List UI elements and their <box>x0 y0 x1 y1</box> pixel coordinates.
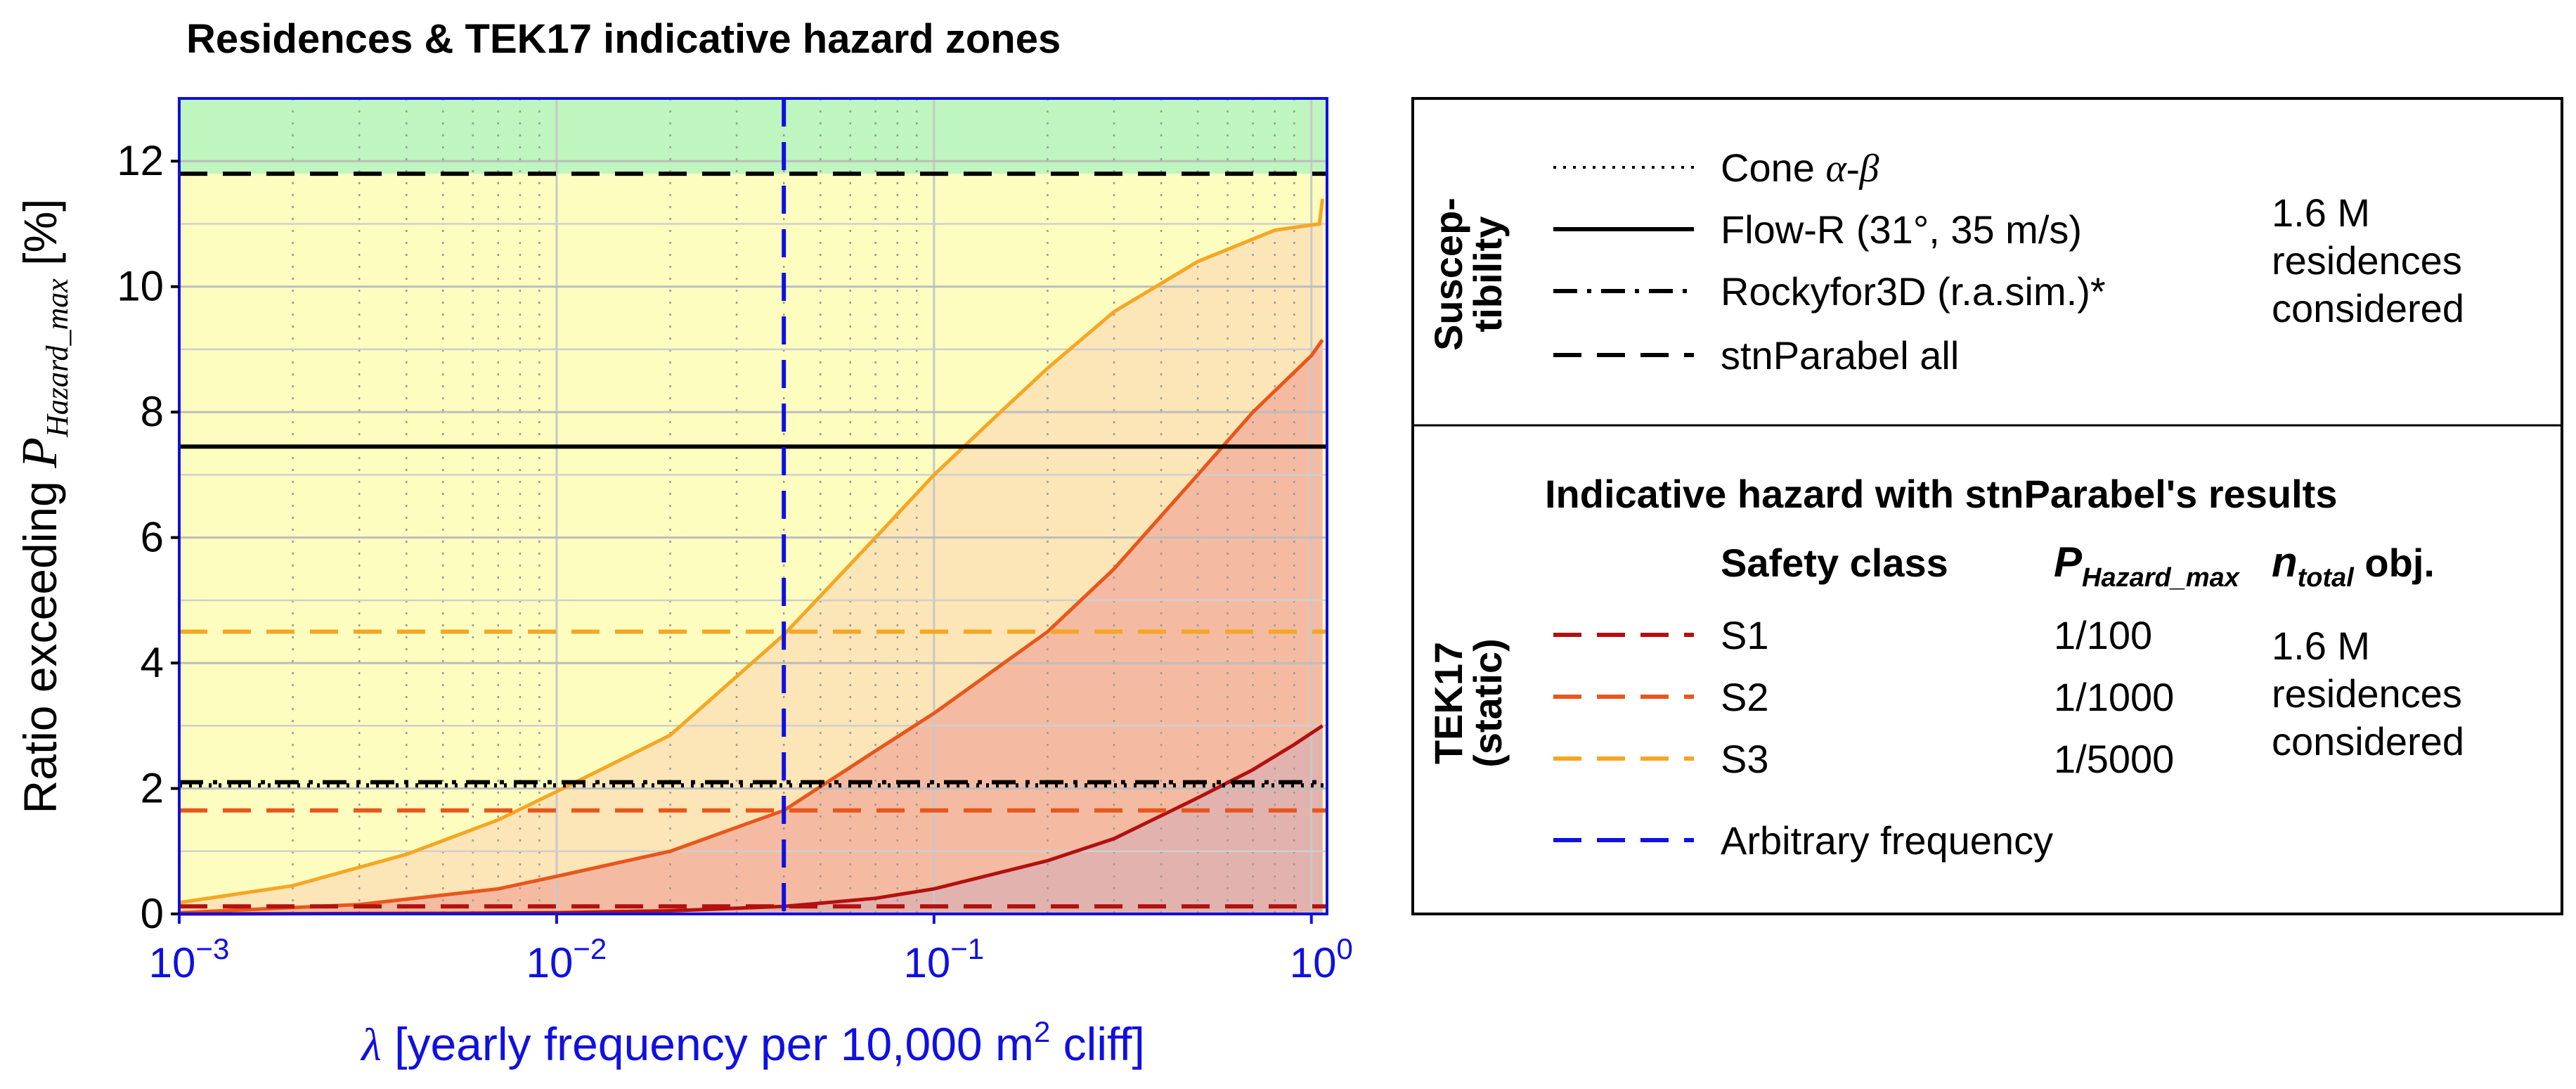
curve-s2 <box>179 339 1324 915</box>
plot-frame <box>178 97 1328 915</box>
x-tick-label: 10−1 <box>904 932 985 986</box>
legend: Suscep-tibility TEK17(static) Cone α-β Flow… <box>1411 97 2563 915</box>
legend-col-safety-class: Safety class <box>1721 541 1948 585</box>
area-s2 <box>179 340 1323 914</box>
legend-label: Rockyfor3D (r.a.sim.)* <box>1721 269 2106 314</box>
zone-above-all <box>179 98 1327 174</box>
legend-label-s2: S2 <box>1721 675 1769 719</box>
legend-residences-note-tek17: 1.6 M <box>2272 624 2370 668</box>
plot-area <box>178 98 1327 916</box>
legend-p-s2: 1/1000 <box>2054 675 2174 719</box>
legend-col-n-total: ntotal obj. <box>2272 539 2435 593</box>
x-tick-label: 100 <box>1290 932 1353 986</box>
y-tick-label: 8 <box>141 388 164 435</box>
legend-tek17-heading: Indicative hazard with stnParabel's resu… <box>1545 472 2337 516</box>
chart-title: Residences & TEK17 indicative hazard zon… <box>186 16 1061 62</box>
y-tick-label: 0 <box>141 890 164 937</box>
legend-p-s1: 1/100 <box>2054 613 2152 657</box>
x-tick-label: 10−3 <box>149 932 230 986</box>
y-tick-label: 6 <box>141 514 164 561</box>
legend-residences-note: residences <box>2272 238 2462 283</box>
legend-residences-note-tek17: considered <box>2272 719 2464 763</box>
legend-col-p-hazard-max: PHazard_max <box>2054 539 2241 593</box>
axes: 0 2 4 6 8 10 12 10−3 10−2 10−1 100 λ [yearly freque… <box>11 97 1353 1071</box>
y-axis-label: Ratio exceeding PHazard_max [%] <box>11 198 75 813</box>
legend-label-s3: S3 <box>1721 737 1769 781</box>
legend-label: stnParabel all <box>1721 333 1959 378</box>
legend-p-s3: 1/5000 <box>2054 737 2174 781</box>
y-tick-label: 10 <box>117 263 164 310</box>
x-axis-label: λ [yearly frequency per 10,000 m2 cliff] <box>360 1015 1145 1071</box>
area-s1 <box>179 726 1323 914</box>
legend-label-s1: S1 <box>1721 613 1769 657</box>
legend-section-tek17: TEK17(static) <box>1426 638 1510 768</box>
y-tick-label: 4 <box>141 639 164 686</box>
legend-label: Flow-R (31°, 35 m/s) <box>1721 207 2082 252</box>
legend-section-susceptibility: Suscep-tibility <box>1426 198 1510 351</box>
curve-s3 <box>179 198 1325 905</box>
legend-label: Cone α-β <box>1721 146 1879 191</box>
legend-residences-note-tek17: residences <box>2272 671 2462 716</box>
legend-label-arbitrary-frequency: Arbitrary frequency <box>1721 818 2053 863</box>
x-tick-label: 10−2 <box>526 932 607 986</box>
legend-residences-note: 1.6 M <box>2272 191 2370 235</box>
y-tick-label: 12 <box>117 137 164 184</box>
legend-box <box>1411 97 2563 915</box>
y-tick-label: 2 <box>141 765 164 812</box>
legend-residences-note: considered <box>2272 286 2464 330</box>
